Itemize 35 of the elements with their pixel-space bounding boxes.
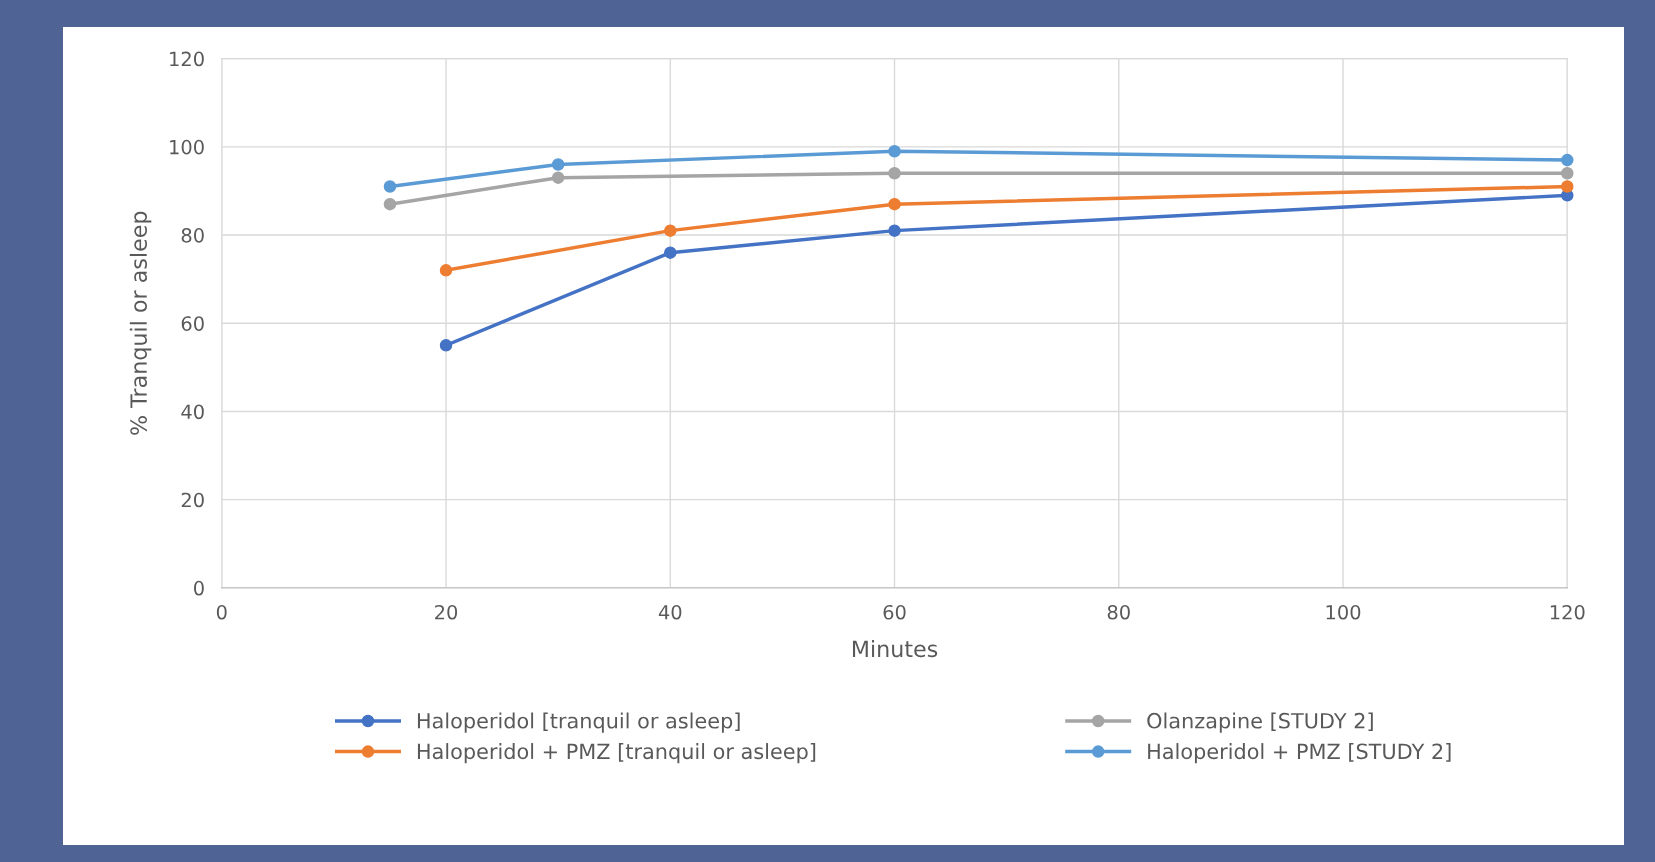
y-tick-label: 60 xyxy=(181,316,204,331)
y-tick-label: 40 xyxy=(181,404,204,420)
point xyxy=(1561,153,1574,167)
point xyxy=(888,167,901,180)
x-tick-label: 60 xyxy=(883,604,906,620)
legend-label: Haloperidol [tranquil or asleep] xyxy=(417,712,740,733)
y-tick-label: 20 xyxy=(181,492,204,508)
point xyxy=(888,224,901,237)
point xyxy=(664,246,677,259)
y-tick-label: 100 xyxy=(170,139,204,155)
y-tick-label: 0 xyxy=(194,580,204,596)
legend-label: Haloperidol + PMZ [STUDY 2] xyxy=(1148,743,1451,764)
x-tick-label: 100 xyxy=(1326,604,1361,620)
point xyxy=(383,197,397,211)
x-tick-label: 20 xyxy=(435,604,458,620)
point xyxy=(551,158,565,171)
legend-label: Olanzapine [STUDY 2] xyxy=(1147,712,1373,733)
point xyxy=(888,144,901,158)
point xyxy=(664,224,677,237)
x-tick-label: 120 xyxy=(1550,604,1585,620)
point xyxy=(439,264,453,277)
x-axis-title: Minutes xyxy=(852,640,938,658)
x-tick-label: 0 xyxy=(216,604,227,620)
point xyxy=(551,171,565,184)
legend-label: Haloperidol + PMZ [tranquil or asleep] xyxy=(417,743,816,764)
point xyxy=(439,339,453,352)
point xyxy=(1561,180,1574,193)
x-tick-label: 40 xyxy=(658,604,682,620)
y-tick-label: 80 xyxy=(181,227,204,243)
point xyxy=(1561,167,1574,180)
y-tick-label: 120 xyxy=(170,51,204,67)
y-axis-title: % Tranquil or asleep xyxy=(129,211,152,435)
point xyxy=(383,180,397,193)
point xyxy=(888,197,901,211)
x-tick-label: 80 xyxy=(1107,604,1130,620)
